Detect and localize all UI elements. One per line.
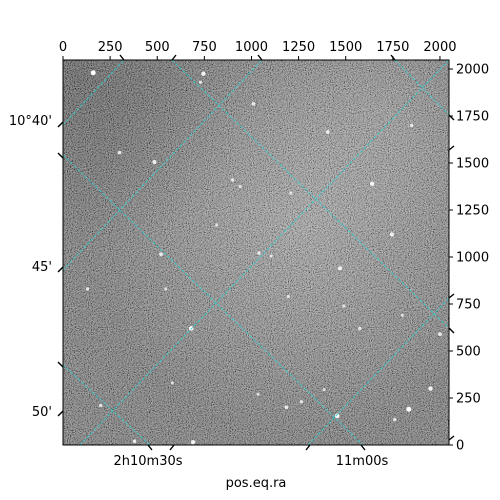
star-6 xyxy=(152,160,157,165)
ra-tick-2 xyxy=(169,444,175,451)
dec-tick-7 xyxy=(171,54,177,61)
y-pixel-tick-label-4: 1000 xyxy=(456,251,489,266)
x-axis-title: pos.eq.ra xyxy=(226,476,287,491)
plot-area xyxy=(63,60,449,445)
y-pixel-tick-label-0: 0 xyxy=(456,439,464,454)
star-14 xyxy=(257,251,261,255)
star-10 xyxy=(289,191,293,195)
grid-line-dec-4 xyxy=(394,60,449,116)
plot-frame xyxy=(62,59,450,446)
star-34 xyxy=(132,439,137,444)
ra-tick-1 xyxy=(147,444,153,451)
star-16 xyxy=(338,266,343,271)
star-30 xyxy=(406,406,412,412)
x-pixel-tick-label-0: 0 xyxy=(59,40,67,55)
dec-tick-label-2: 45' xyxy=(32,260,52,275)
dec-tick-label-3: 50' xyxy=(32,405,52,420)
coordinate-grid xyxy=(63,60,449,445)
star-18 xyxy=(164,287,168,291)
star-19 xyxy=(286,294,290,299)
x-pixel-tick-label-1: 250 xyxy=(98,40,123,55)
dec-tick-14 xyxy=(448,435,455,441)
ra-tick-3 xyxy=(305,444,311,451)
x-pixel-tick-label-4: 1000 xyxy=(235,40,268,55)
dec-tick-8 xyxy=(257,54,263,61)
star-28 xyxy=(428,386,433,391)
star-5 xyxy=(117,150,122,155)
grid-line-dec-1 xyxy=(63,154,364,445)
dec-tick-13 xyxy=(448,327,455,334)
star-22 xyxy=(358,326,362,331)
grid-line-ra-2 xyxy=(63,60,263,271)
star-2 xyxy=(251,101,256,106)
star-33 xyxy=(393,417,397,422)
star-32 xyxy=(299,400,304,404)
x-pixel-tick-label-3: 750 xyxy=(192,40,217,55)
star-35 xyxy=(190,440,196,445)
y-pixel-tick-label-1: 250 xyxy=(456,392,481,407)
y-pixel-tick-label-8: 2000 xyxy=(456,63,489,78)
grid-line-ra-4 xyxy=(307,297,449,445)
dec-tick-10 xyxy=(448,114,455,121)
dec-tick-5 xyxy=(57,410,64,417)
y-pixel-tick-label-7: 1750 xyxy=(456,110,489,125)
star-0 xyxy=(90,70,96,76)
star-31 xyxy=(284,405,289,410)
dec-tick-3 xyxy=(57,266,64,273)
star-11 xyxy=(215,223,219,227)
right-pixel-axis: 0 250 500 750 1000 1250 1500 1750 2000 xyxy=(449,63,489,454)
dec-tick-11 xyxy=(448,145,455,151)
y-pixel-tick-label-2: 500 xyxy=(456,345,481,360)
star-27 xyxy=(322,388,326,392)
star-13 xyxy=(159,252,163,257)
ra-tick-4 xyxy=(360,444,366,451)
star-7 xyxy=(230,178,235,182)
x-pixel-tick-label-5: 1250 xyxy=(282,40,315,55)
grid-line-ra-3 xyxy=(79,60,449,445)
y-pixel-tick-label-3: 750 xyxy=(456,298,481,313)
star-24 xyxy=(438,332,442,336)
star-29 xyxy=(334,413,340,419)
star-17 xyxy=(85,287,90,291)
dec-tick-4 xyxy=(57,361,64,368)
dec-tick-6 xyxy=(119,54,125,61)
star-3 xyxy=(325,130,330,134)
ra-tick-label-2: 11m00s xyxy=(336,454,389,469)
star-26 xyxy=(98,403,103,408)
top-pixel-axis: 0 250 500 750 1000 1250 1500 1750 2000 xyxy=(59,40,457,60)
y-pixel-tick-label-6: 1500 xyxy=(456,157,489,172)
dec-tick-1 xyxy=(57,121,64,128)
ra-tick-label-1: 2h10m30s xyxy=(113,454,182,469)
x-pixel-tick-label-8: 2000 xyxy=(423,40,456,55)
star-25 xyxy=(170,381,174,385)
star-8 xyxy=(238,184,242,189)
dec-tick-label-1: 10°40' xyxy=(9,114,52,129)
star-37 xyxy=(198,80,203,84)
star-15 xyxy=(269,254,273,258)
x-pixel-tick-label-7: 1750 xyxy=(376,40,409,55)
x-pixel-tick-label-2: 500 xyxy=(145,40,170,55)
image-noise xyxy=(63,60,449,445)
dec-tick-9 xyxy=(390,54,396,61)
star-1 xyxy=(201,71,206,76)
star-23 xyxy=(400,313,404,317)
star-9 xyxy=(369,181,375,186)
star-20 xyxy=(342,304,346,308)
star-4 xyxy=(409,123,414,128)
dec-tick-2 xyxy=(57,152,64,159)
grid-line-dec-2 xyxy=(171,60,449,329)
star-12 xyxy=(389,232,394,237)
y-pixel-tick-label-5: 1250 xyxy=(456,204,489,219)
dec-tick-12 xyxy=(448,293,455,299)
x-pixel-tick-label-6: 1500 xyxy=(329,40,362,55)
star-36 xyxy=(256,392,260,396)
world-coordinate-ticks xyxy=(57,54,455,451)
